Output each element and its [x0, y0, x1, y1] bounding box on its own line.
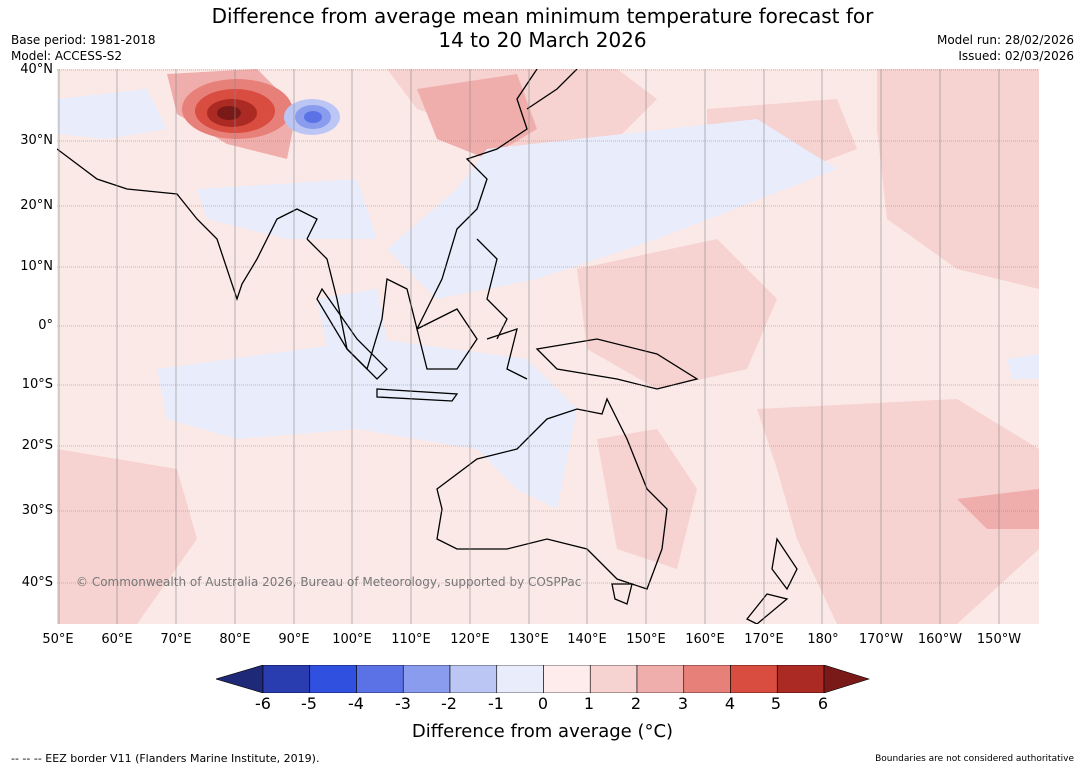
cb-label: 3 — [677, 694, 689, 713]
lon-label-90e: 90°E — [278, 632, 310, 647]
hot-spot — [182, 79, 292, 139]
copyright-notice: © Commonwealth of Australia 2026, Bureau… — [76, 575, 582, 589]
cb-label: 1 — [583, 694, 595, 713]
lon-label-120e: 120°E — [450, 632, 490, 647]
colorbar-title: Difference from average (°C) — [411, 721, 674, 742]
map-title: Difference from average mean minimum tem… — [0, 4, 1085, 52]
lat-label-10n: 10°N — [20, 259, 53, 274]
title-line-1: Difference from average mean minimum tem… — [211, 4, 874, 28]
issued-date: Issued: 02/03/2026 — [958, 49, 1074, 63]
lon-label-160e: 160°E — [685, 632, 725, 647]
colorbar — [216, 665, 870, 693]
meta-left: Base period: 1981-2018 Model: ACCESS-S2 — [11, 32, 156, 64]
lon-label-140e: 140°E — [567, 632, 607, 647]
colorbar-extend-high — [823, 665, 870, 693]
colorbar-cell — [730, 665, 778, 693]
cb-label: 5 — [770, 694, 782, 713]
lon-label-60e: 60°E — [101, 632, 133, 647]
model-name: Model: ACCESS-S2 — [11, 49, 123, 63]
lat-label-40n: 40°N — [20, 62, 53, 77]
colorbar-cell — [309, 665, 357, 693]
cb-label: -1 — [488, 694, 504, 713]
colorbar-cell — [683, 665, 731, 693]
lat-label-40s: 40°S — [21, 575, 53, 590]
colorbar-cell — [402, 665, 451, 693]
disclaimer: Boundaries are not considered authoritat… — [875, 754, 1074, 764]
lon-label-170w: 170°W — [858, 632, 904, 647]
colorbar-cell — [636, 665, 685, 693]
colorbar-cell — [776, 665, 825, 693]
colorbar-extend-low — [216, 665, 264, 693]
grid-lines — [57, 69, 1039, 624]
meta-right: Model run: 28/02/2026 Issued: 02/03/2026 — [937, 32, 1074, 64]
colorbar-cell — [496, 665, 544, 693]
cb-label: -2 — [441, 694, 457, 713]
cb-label: -6 — [255, 694, 271, 713]
title-line-2: 14 to 20 March 2026 — [438, 28, 647, 52]
colorbar-cell — [262, 665, 311, 693]
forecast-map — [57, 69, 1039, 624]
cold-spot — [284, 99, 340, 135]
cb-label: 4 — [724, 694, 736, 713]
lon-label-130e: 130°E — [509, 632, 549, 647]
lon-label-160w: 160°W — [917, 632, 963, 647]
lat-label-20n: 20°N — [20, 198, 53, 213]
colorbar-cells — [216, 665, 870, 693]
lat-label-30n: 30°N — [20, 133, 53, 148]
lon-label-180: 180° — [807, 632, 839, 647]
cb-label: -4 — [348, 694, 364, 713]
lon-label-50e: 50°E — [42, 632, 74, 647]
lon-label-70e: 70°E — [160, 632, 192, 647]
cb-label: -5 — [301, 694, 317, 713]
cb-label: 0 — [537, 694, 549, 713]
model-run: Model run: 28/02/2026 — [936, 33, 1074, 47]
lon-label-100e: 100°E — [332, 632, 372, 647]
colorbar-cell — [589, 665, 638, 693]
cool-0-1-regions — [57, 89, 1039, 509]
coastlines — [57, 69, 798, 624]
lon-label-150w: 150°W — [976, 632, 1022, 647]
lat-label-20s: 20°S — [21, 438, 53, 453]
lon-label-170e: 170°E — [744, 632, 784, 647]
cb-label: 6 — [817, 694, 829, 713]
cb-label: -3 — [395, 694, 411, 713]
base-period: Base period: 1981-2018 — [11, 33, 156, 47]
lon-label-150e: 150°E — [626, 632, 666, 647]
colorbar-cell — [543, 665, 591, 693]
lon-label-110e: 110°E — [391, 632, 431, 647]
colorbar-cell — [449, 665, 498, 693]
lat-label-0: 0° — [38, 318, 53, 333]
lat-label-30s: 30°S — [21, 503, 53, 518]
eez-legend: -- -- -- EEZ border V11 (Flanders Marine… — [11, 752, 320, 765]
cb-label: 2 — [630, 694, 642, 713]
lat-label-10s: 10°S — [21, 377, 53, 392]
lon-label-80e: 80°E — [219, 632, 251, 647]
colorbar-cell — [356, 665, 404, 693]
